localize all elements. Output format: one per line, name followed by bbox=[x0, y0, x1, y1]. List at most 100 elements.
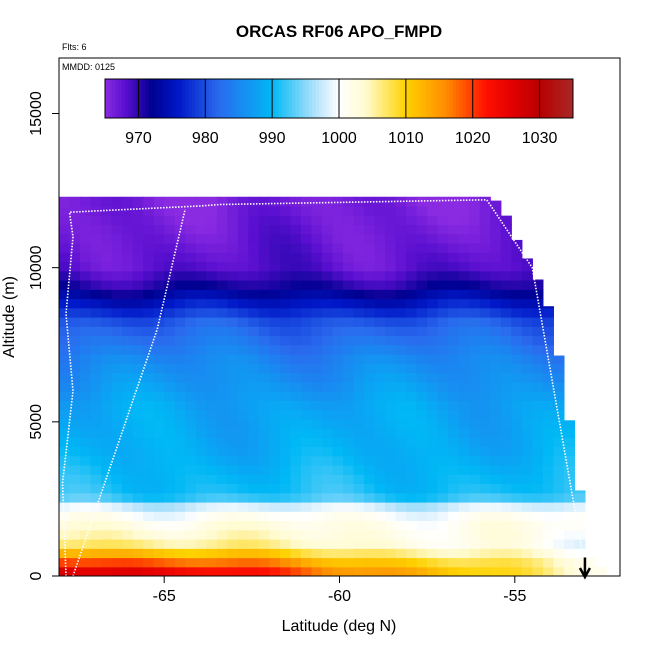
heatmap-cell bbox=[195, 344, 207, 355]
heatmap-cell bbox=[395, 381, 407, 392]
heatmap-cell bbox=[269, 261, 281, 272]
heatmap-cell bbox=[395, 335, 407, 346]
y-tick-label: 5000 bbox=[28, 404, 45, 440]
heatmap-cell bbox=[427, 363, 439, 374]
heatmap-cell bbox=[448, 520, 460, 531]
heatmap-cell bbox=[227, 437, 239, 448]
heatmap-cell bbox=[216, 261, 228, 272]
heatmap-cell bbox=[122, 409, 134, 420]
heatmap-cell bbox=[437, 548, 449, 559]
heatmap-cell bbox=[500, 566, 512, 576]
heatmap-cell bbox=[395, 233, 407, 244]
heatmap-cell bbox=[406, 502, 418, 512]
heatmap-cell bbox=[353, 326, 365, 337]
heatmap-cell bbox=[427, 539, 439, 549]
heatmap-cell bbox=[364, 206, 376, 216]
heatmap-cell bbox=[101, 483, 113, 494]
heatmap-cell bbox=[490, 215, 502, 226]
heatmap-cell bbox=[395, 483, 407, 494]
heatmap-cell bbox=[122, 566, 134, 576]
heatmap-cell bbox=[490, 326, 502, 337]
colorbar-swatch bbox=[191, 79, 196, 118]
colorbar-swatch bbox=[432, 79, 437, 118]
heatmap-cell bbox=[406, 474, 418, 485]
heatmap-cell bbox=[143, 492, 155, 503]
colorbar-swatch bbox=[121, 79, 126, 118]
heatmap-cell bbox=[153, 243, 165, 253]
heatmap-cell bbox=[364, 520, 376, 531]
heatmap-cell bbox=[511, 391, 523, 401]
heatmap-cell bbox=[458, 492, 470, 503]
colorbar-swatch bbox=[245, 79, 250, 118]
colorbar-swatch bbox=[215, 79, 220, 118]
heatmap-cell bbox=[427, 400, 439, 411]
heatmap-cell bbox=[90, 529, 102, 540]
heatmap-cell bbox=[332, 418, 344, 429]
heatmap-cell bbox=[469, 381, 481, 392]
heatmap-cell bbox=[143, 335, 155, 346]
heatmap-cell bbox=[406, 215, 418, 226]
heatmap-cell bbox=[111, 335, 123, 346]
heatmap-cell bbox=[279, 474, 292, 485]
heatmap-cell bbox=[563, 502, 576, 512]
heatmap-cell bbox=[132, 335, 144, 346]
heatmap-cell bbox=[164, 215, 176, 226]
heatmap-cell bbox=[311, 502, 323, 512]
heatmap-cell bbox=[101, 418, 113, 429]
heatmap-cell bbox=[395, 298, 407, 309]
heatmap-cell bbox=[111, 280, 123, 290]
heatmap-cell bbox=[206, 381, 218, 392]
heatmap-cell bbox=[279, 280, 292, 290]
heatmap-cell bbox=[521, 363, 533, 374]
heatmap-cell bbox=[511, 557, 523, 568]
heatmap-cell bbox=[521, 437, 533, 448]
heatmap-cell bbox=[216, 400, 228, 411]
heatmap-cell bbox=[332, 539, 344, 549]
heatmap-cell bbox=[458, 243, 470, 253]
heatmap-cell bbox=[269, 196, 281, 207]
heatmap-cell bbox=[69, 437, 81, 448]
heatmap-cell bbox=[206, 483, 218, 494]
heatmap-cell bbox=[101, 196, 113, 207]
heatmap-cell bbox=[532, 428, 544, 438]
heatmap-cell bbox=[385, 400, 397, 411]
heatmap-cell bbox=[448, 511, 460, 522]
heatmap-cell bbox=[80, 363, 92, 374]
heatmap-cell bbox=[416, 344, 428, 355]
heatmap-cell bbox=[122, 446, 134, 457]
heatmap-cell bbox=[521, 529, 533, 540]
heatmap-cell bbox=[132, 455, 144, 466]
heatmap-cell bbox=[521, 502, 533, 512]
heatmap-cell bbox=[248, 492, 260, 503]
heatmap-cell bbox=[490, 502, 502, 512]
heatmap-cell bbox=[542, 363, 554, 374]
heatmap-cell bbox=[122, 326, 134, 337]
heatmap-cell bbox=[59, 261, 71, 272]
heatmap-cell bbox=[90, 326, 102, 337]
heatmap-cell bbox=[458, 391, 470, 401]
heatmap-cell bbox=[195, 307, 207, 318]
heatmap-cell bbox=[406, 557, 418, 568]
heatmap-cell bbox=[206, 557, 218, 568]
heatmap-cell bbox=[311, 428, 323, 438]
heatmap-cell bbox=[395, 372, 407, 383]
heatmap-cell bbox=[248, 354, 260, 364]
heatmap-cell bbox=[111, 502, 123, 512]
heatmap-cell bbox=[80, 261, 92, 272]
heatmap-cell bbox=[174, 335, 186, 346]
heatmap-cell bbox=[174, 298, 186, 309]
heatmap-cell bbox=[364, 280, 376, 290]
heatmap-cell bbox=[111, 261, 123, 272]
heatmap-cell bbox=[448, 474, 460, 485]
heatmap-cell bbox=[290, 307, 302, 318]
heatmap-cell bbox=[416, 252, 428, 263]
heatmap-cell bbox=[227, 474, 239, 485]
colorbar-swatch bbox=[141, 79, 146, 118]
heatmap-cell bbox=[300, 520, 313, 531]
heatmap-cell bbox=[90, 446, 102, 457]
heatmap-cell bbox=[174, 418, 186, 429]
heatmap-cell bbox=[248, 539, 260, 549]
heatmap-cell bbox=[269, 270, 281, 281]
heatmap-cell bbox=[237, 280, 249, 290]
heatmap-cell bbox=[69, 280, 81, 290]
